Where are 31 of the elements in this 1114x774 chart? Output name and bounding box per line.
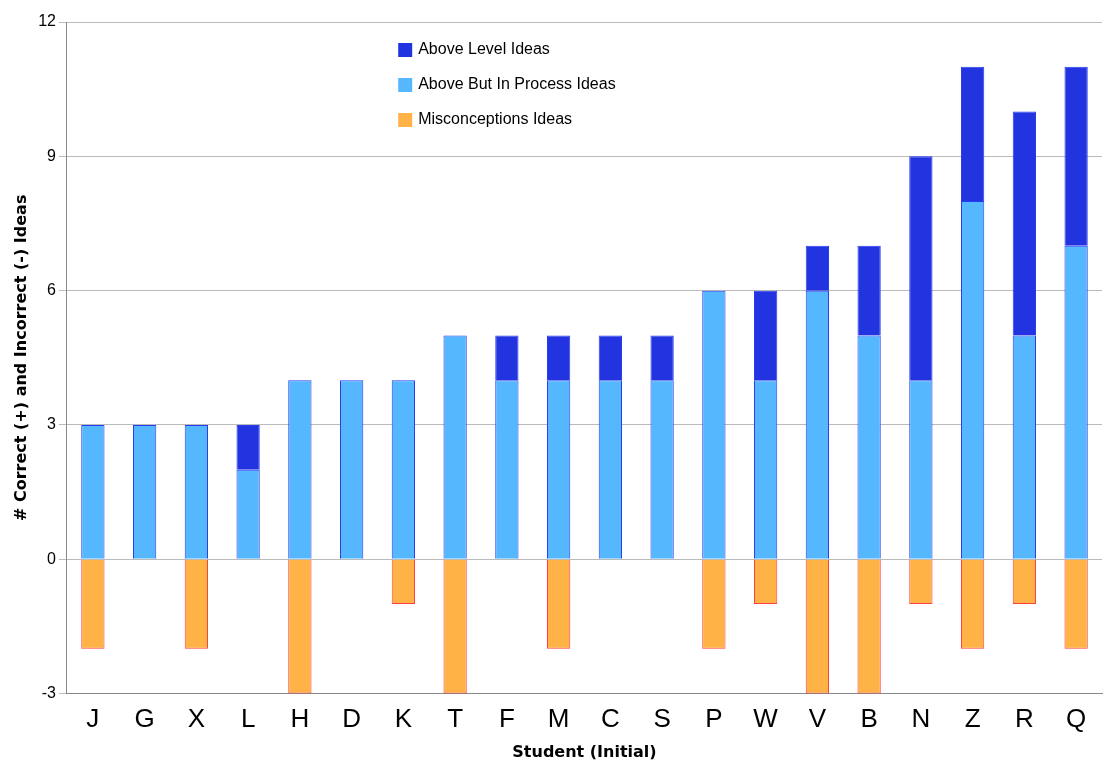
x-tick-label: M (547, 703, 570, 734)
x-tick-label: P (705, 703, 723, 734)
x-tick-label: G (134, 703, 155, 734)
x-tick-label: Z (964, 703, 981, 734)
y-tick-label: 6 (47, 281, 57, 299)
x-tick-label: V (808, 703, 827, 734)
x-tick-label: R (1014, 703, 1034, 734)
y-axis-title: # Correct (+) and Incorrect (-) Ideas (10, 194, 30, 522)
x-tick-label: J (86, 703, 100, 734)
y-tick-label: -3 (41, 684, 57, 702)
x-tick-label: X (187, 703, 206, 734)
legend-label: Above But In Process Ideas (418, 75, 616, 93)
x-tick-label: K (394, 703, 413, 734)
x-tick-label: N (911, 703, 931, 734)
y-tick-label: 12 (38, 12, 57, 30)
y-tick-label: 0 (47, 549, 57, 567)
x-tick-label: S (653, 703, 671, 734)
x-tick-label: C (600, 703, 620, 734)
x-tick-label: W (753, 703, 779, 734)
x-tick-label: T (447, 703, 464, 734)
x-tick-label: L (240, 703, 256, 734)
x-tick-label: Q (1066, 703, 1087, 734)
y-tick-label: 3 (47, 415, 57, 433)
x-tick-label: D (342, 703, 362, 734)
x-tick-label: B (860, 703, 878, 734)
x-tick-label: H (290, 703, 310, 734)
legend-label: Misconceptions Ideas (418, 110, 573, 128)
x-axis-title: Student (Initial) (512, 741, 657, 761)
x-tick-label: F (498, 703, 515, 734)
legend-label: Above Level Ideas (418, 40, 550, 58)
y-tick-label: 9 (47, 146, 57, 164)
